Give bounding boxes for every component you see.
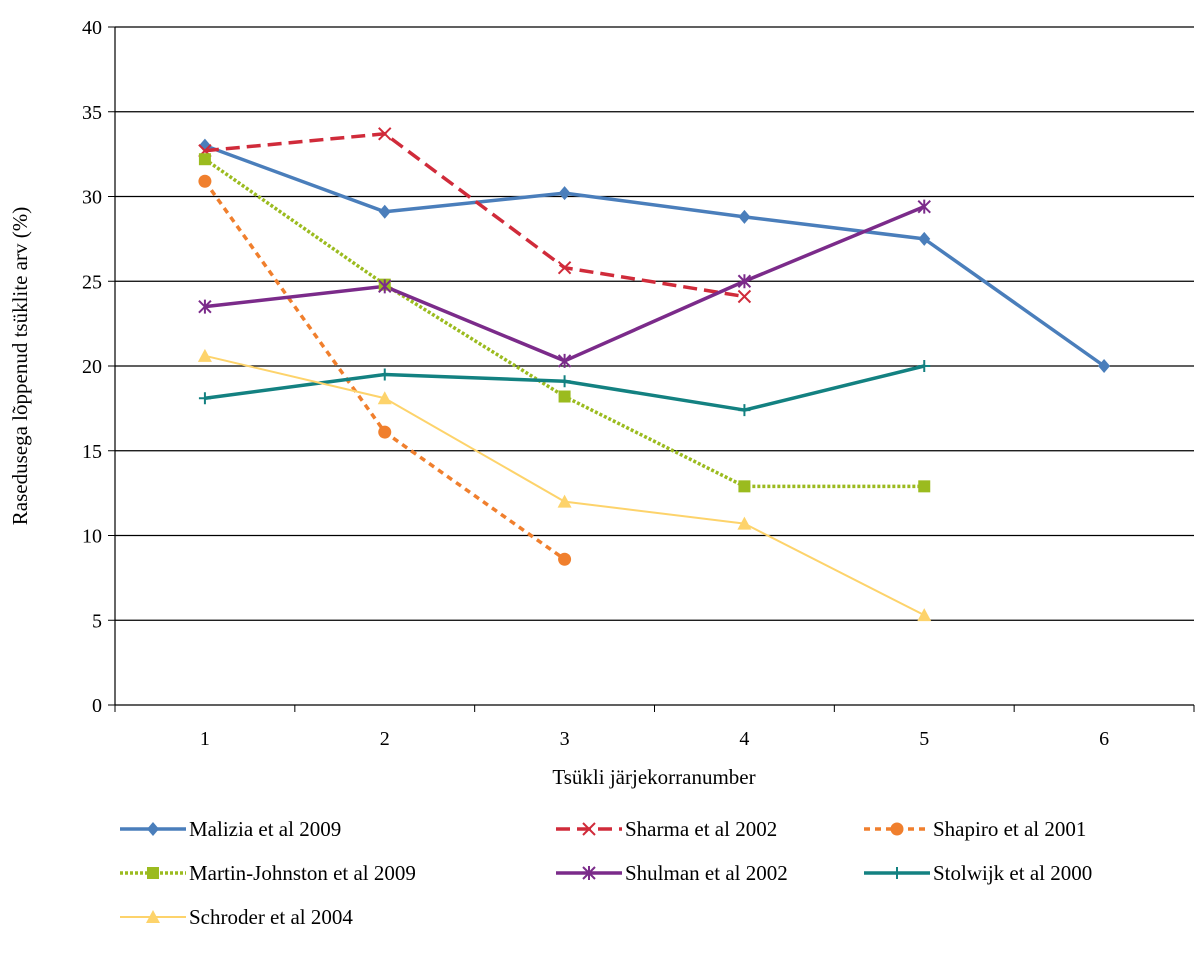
x-tick-label: 4 <box>739 728 749 750</box>
data-point <box>558 186 571 201</box>
legend-marker <box>147 867 159 879</box>
data-point <box>378 425 392 439</box>
series-line <box>204 144 1106 368</box>
data-point <box>198 174 212 188</box>
data-point <box>737 516 752 530</box>
legend-marker <box>147 822 159 836</box>
legend-item: Sharma et al 2002 <box>556 817 777 841</box>
tick-labels: 0 5 10 15 20 25 30 35 40 1 2 3 4 5 6 <box>82 17 1109 750</box>
data-point <box>377 391 392 405</box>
y-tick-label: 0 <box>92 695 102 717</box>
x-tick-label: 2 <box>380 728 390 750</box>
legend-item: Martin-Johnston et al 2009 <box>120 861 416 885</box>
y-tick-label: 25 <box>82 271 102 293</box>
legend-label: Martin-Johnston et al 2009 <box>189 861 416 885</box>
legend-label: Sharma et al 2002 <box>625 817 777 841</box>
legend-marker <box>582 866 596 880</box>
gridlines <box>115 26 1194 621</box>
data-point <box>378 368 391 381</box>
y-axis-title: Rasedusega lõppenud tsüklite arv (%) <box>8 207 32 525</box>
legend-marker <box>582 822 596 836</box>
data-point <box>738 480 751 493</box>
x-tick-label: 3 <box>560 728 570 750</box>
data-point <box>378 204 391 219</box>
data-point <box>918 480 931 493</box>
data-point <box>558 390 571 403</box>
series-line <box>204 132 745 299</box>
data-point <box>557 353 572 368</box>
legend-label: Shulman et al 2002 <box>625 861 788 885</box>
data-point <box>198 299 212 314</box>
x-tick-label: 6 <box>1099 728 1109 750</box>
y-tick-label: 5 <box>92 610 102 632</box>
y-tick-label: 10 <box>82 526 102 548</box>
data-point <box>557 494 572 508</box>
axes <box>108 26 1195 712</box>
data-point <box>738 404 751 417</box>
data-point <box>558 552 572 566</box>
y-tick-label: 15 <box>82 441 102 463</box>
data-point <box>198 138 211 153</box>
legend-item: Stolwijk et al 2000 <box>864 861 1092 885</box>
data-point <box>558 375 571 388</box>
data-point <box>1098 359 1111 373</box>
series-line <box>204 205 925 363</box>
legend: Malizia et al 2009 Sharma et al 2002 Shapi… <box>120 817 1092 929</box>
data-point <box>737 289 752 304</box>
legend-marker <box>146 910 160 923</box>
y-tick-label: 40 <box>82 17 102 39</box>
data-point <box>738 209 751 224</box>
data-point <box>917 199 931 214</box>
x-tick-label: 5 <box>919 728 929 750</box>
legend-item: Shulman et al 2002 <box>556 861 788 885</box>
x-tick-label: 1 <box>200 728 210 750</box>
series-line <box>204 364 925 412</box>
series-markers <box>197 127 1111 622</box>
legend-item: Schroder et al 2004 <box>120 905 353 929</box>
data-point <box>918 360 931 372</box>
legend-marker <box>890 822 904 836</box>
x-axis-title: Tsükli järjekorranumber <box>552 765 755 789</box>
data-point <box>378 127 392 141</box>
y-tick-label: 35 <box>82 102 102 124</box>
y-tick-label: 30 <box>82 187 102 209</box>
y-tick-label: 20 <box>82 356 102 378</box>
data-point <box>198 392 211 405</box>
data-point <box>557 260 572 275</box>
series-line <box>203 157 925 489</box>
data-point <box>918 231 931 246</box>
legend-label: Stolwijk et al 2000 <box>933 861 1092 885</box>
legend-label: Schroder et al 2004 <box>189 905 353 929</box>
data-point <box>737 274 752 289</box>
legend-marker <box>891 867 903 879</box>
legend-label: Shapiro et al 2001 <box>933 817 1086 841</box>
data-point <box>378 279 392 294</box>
data-point <box>198 153 211 166</box>
legend-item: Shapiro et al 2001 <box>864 817 1086 841</box>
series-lines <box>203 132 1106 617</box>
legend-label: Malizia et al 2009 <box>189 817 341 841</box>
data-point <box>917 608 932 622</box>
data-point <box>197 348 212 362</box>
legend-item: Malizia et al 2009 <box>120 817 341 841</box>
